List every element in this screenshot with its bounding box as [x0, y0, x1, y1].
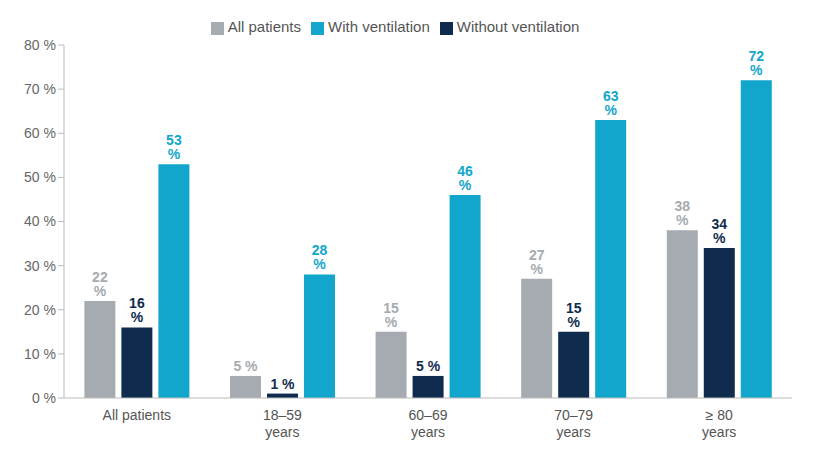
svg-text:28%: 28% [312, 242, 328, 272]
svg-text:80 %: 80 % [24, 37, 56, 53]
html-text:All patients: All patients [227, 18, 301, 35]
svg-text:72%: 72% [748, 48, 764, 78]
html-text:Without ventilation: Without ventilation [456, 18, 580, 35]
svg-text:40 %: 40 % [24, 213, 56, 229]
svg-text:22%: 22% [92, 269, 108, 299]
svg-text:34%: 34% [711, 216, 727, 246]
svg-text:46%: 46% [457, 163, 473, 193]
svg-text:16%: 16% [129, 295, 145, 325]
svg-text:20 %: 20 % [24, 302, 56, 318]
svg-text:5 %: 5 % [416, 358, 441, 374]
svg-text:60 %: 60 % [24, 125, 56, 141]
svg-text:1 %: 1 % [270, 376, 295, 392]
svg-text:30 %: 30 % [24, 258, 56, 274]
svg-text:0 %: 0 % [32, 390, 56, 406]
svg-text:15%: 15% [383, 300, 399, 330]
svg-text:10 %: 10 % [24, 346, 56, 362]
svg-text:18–59years: 18–59years [263, 407, 302, 440]
svg-text:70 %: 70 % [24, 81, 56, 97]
svg-text:53%: 53% [166, 132, 182, 162]
svg-text:38%: 38% [674, 198, 690, 228]
svg-text:5 %: 5 % [233, 358, 258, 374]
svg-text:70–79years: 70–79years [554, 407, 593, 440]
svg-text:50 %: 50 % [24, 169, 56, 185]
svg-text:≥ 80years: ≥ 80years [702, 407, 736, 440]
html-text:With ventilation: With ventilation [328, 18, 430, 35]
svg-text:60–69years: 60–69years [409, 407, 448, 440]
svg-text:All patients: All patients [103, 407, 171, 423]
svg-text:63%: 63% [603, 88, 619, 118]
svg-text:27%: 27% [529, 247, 545, 277]
svg-text:15%: 15% [566, 300, 582, 330]
